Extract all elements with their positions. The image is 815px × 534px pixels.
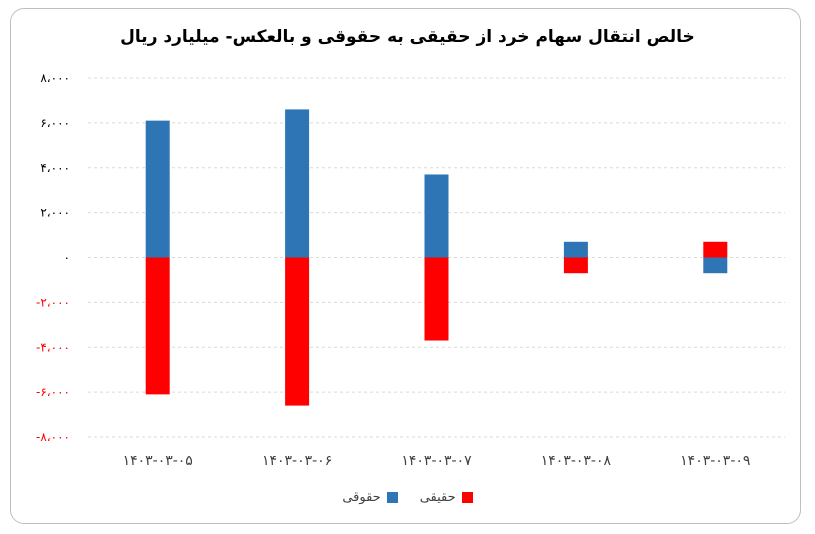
bar-red: [703, 241, 728, 258]
y-tick-label: ۰: [64, 251, 70, 265]
y-tick-label: -۴،۰۰۰: [36, 340, 70, 354]
legend-label: حقیقی: [419, 490, 456, 505]
legend-item-haghighi: حقیقی: [420, 490, 473, 505]
legend-label: حقوقی: [342, 490, 381, 505]
x-tick-label: ۱۴۰۳-۰۳-۰۸: [541, 453, 612, 469]
bar-blue: [145, 120, 170, 258]
legend-swatch-red: [461, 492, 473, 503]
y-tick-label: ۶،۰۰۰: [40, 116, 70, 130]
y-tick-label: ۲،۰۰۰: [40, 206, 70, 220]
bar-red: [563, 257, 588, 274]
y-tick-label: -۶،۰۰۰: [36, 385, 70, 399]
chart-legend: حقوقی حقیقی: [0, 490, 815, 505]
y-tick-label: ۴،۰۰۰: [40, 161, 70, 175]
bar-red: [424, 257, 449, 341]
bar-red: [285, 257, 310, 406]
bar-red: [145, 257, 170, 395]
legend-swatch-blue: [386, 492, 398, 503]
bar-blue: [703, 257, 728, 274]
x-tick-label: ۱۴۰۳-۰۳-۰۶: [262, 453, 332, 469]
x-tick-label: ۱۴۰۳-۰۳-۰۷: [401, 453, 472, 469]
y-tick-label: -۲،۰۰۰: [36, 295, 70, 309]
y-tick-label: -۸،۰۰۰: [36, 430, 70, 444]
chart-frame: [10, 8, 801, 524]
bar-blue: [563, 241, 588, 258]
y-tick-label: ۸،۰۰۰: [40, 71, 70, 85]
x-tick-label: ۱۴۰۳-۰۳-۰۵: [123, 453, 193, 469]
chart-title: خالص انتقال سهام خرد از حقیقی به حقوقی و…: [120, 27, 695, 47]
bar-blue: [424, 174, 449, 258]
legend-item-hoghoghi: حقوقی: [342, 490, 398, 505]
x-tick-label: ۱۴۰۳-۰۳-۰۹: [680, 453, 750, 469]
bar-blue: [285, 109, 310, 258]
